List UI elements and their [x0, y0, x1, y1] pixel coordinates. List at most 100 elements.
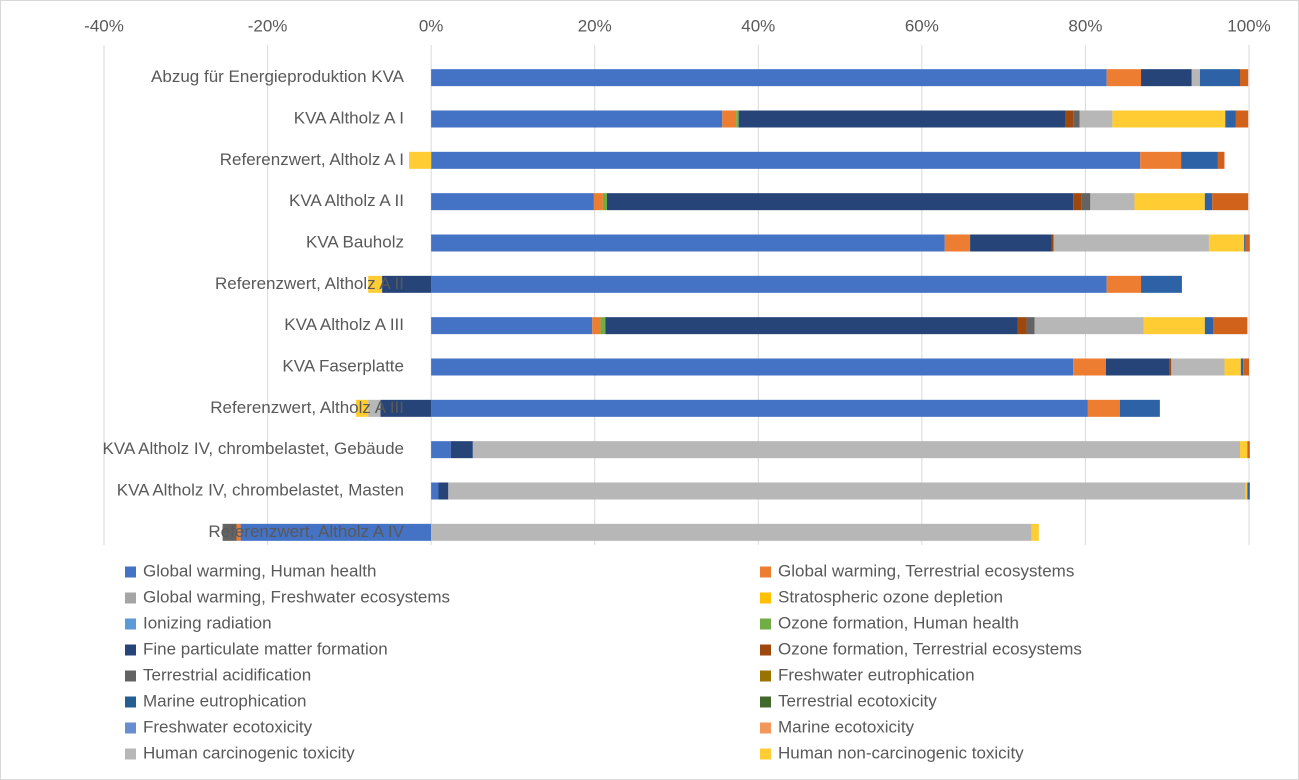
- bar-segment: [1212, 193, 1249, 211]
- bar-segment: [1119, 399, 1160, 417]
- y-tick-label: KVA Altholz IV, chrombelastet, Gebäude: [103, 439, 404, 458]
- x-tick-label: 40%: [741, 16, 775, 35]
- bar-segment: [1217, 151, 1225, 169]
- bar-segment: [431, 234, 945, 252]
- bar-segment: [1081, 193, 1091, 211]
- legend-label: Terrestrial acidification: [143, 665, 311, 684]
- bar-segment: [1141, 275, 1182, 293]
- bar-segment: [1106, 69, 1142, 87]
- bar-segment: [1053, 234, 1209, 252]
- legend-label: Freshwater eutrophication: [778, 665, 975, 684]
- bar-segment: [592, 317, 601, 335]
- y-tick-label: KVA Bauholz: [306, 232, 404, 251]
- legend-swatch: [125, 670, 136, 682]
- y-tick-label: Referenzwert, Altholz A II: [215, 274, 404, 293]
- legend-label: Global warming, Terrestrial ecosystems: [778, 561, 1074, 580]
- y-tick-label: KVA Altholz A III: [284, 315, 404, 334]
- bar-segment: [1090, 193, 1135, 211]
- bar-segment: [431, 482, 439, 500]
- bar-segment: [1224, 358, 1241, 376]
- bar-segment: [1134, 193, 1205, 211]
- legend-swatch: [125, 618, 136, 630]
- bar-segment: [431, 317, 593, 335]
- bar-segment: [450, 441, 473, 459]
- bar-segment: [431, 441, 451, 459]
- bar-segment: [1065, 110, 1074, 128]
- y-tick-label: KVA Altholz A I: [294, 108, 404, 127]
- legend-label: Marine eutrophication: [143, 691, 306, 710]
- legend-label: Marine ecotoxicity: [778, 717, 915, 736]
- bar-segment: [1073, 193, 1082, 211]
- y-tick-label: Referenzwert, Altholz A I: [220, 150, 404, 169]
- bar-segment: [368, 399, 381, 417]
- bar-segment: [222, 523, 237, 541]
- legend-label: Ozone formation, Terrestrial ecosystems: [778, 639, 1082, 658]
- legend-swatch: [125, 592, 136, 604]
- bar-segment: [602, 193, 607, 211]
- y-tick-label: Abzug für Energieproduktion KVA: [151, 67, 405, 86]
- legend-swatch: [125, 644, 136, 656]
- bar-segment: [236, 523, 241, 541]
- bar-segment: [355, 399, 369, 417]
- bar-segment: [1191, 69, 1200, 87]
- legend-swatch: [760, 592, 771, 604]
- bar-segment: [1073, 110, 1080, 128]
- bar-segment: [1141, 69, 1192, 87]
- bar-segment: [1051, 234, 1054, 252]
- bar-segment: [1240, 69, 1249, 87]
- x-tick-label: 100%: [1227, 16, 1270, 35]
- legend-swatch: [760, 566, 771, 578]
- bar-segment: [431, 110, 723, 128]
- bar-segment: [600, 317, 606, 335]
- bar-segment: [1106, 275, 1142, 293]
- x-tick-label: 60%: [905, 16, 939, 35]
- legend-label: Freshwater ecotoxicity: [143, 717, 313, 736]
- legend-label: Stratospheric ozone depletion: [778, 587, 1003, 606]
- y-tick-label: KVA Faserplatte: [282, 356, 404, 375]
- bar-segment: [431, 399, 1088, 417]
- bar-segment: [1199, 69, 1241, 87]
- x-tick-label: -40%: [84, 16, 124, 35]
- legend-swatch: [760, 670, 771, 682]
- bar-segment: [380, 399, 432, 417]
- bar-segment: [1208, 234, 1245, 252]
- legend-label: Human carcinogenic toxicity: [143, 743, 355, 762]
- bar-segment: [1247, 482, 1250, 500]
- bar-segment: [409, 151, 432, 169]
- legend-swatch: [125, 696, 136, 708]
- bar-segment: [431, 523, 1032, 541]
- bar-segment: [448, 482, 1246, 500]
- legend-swatch: [760, 618, 771, 630]
- bar-segment: [431, 69, 1107, 87]
- bar-segment: [1034, 317, 1144, 335]
- legend-swatch: [760, 644, 771, 656]
- bar-segment: [1017, 317, 1027, 335]
- bar-segment: [1140, 151, 1182, 169]
- legend-label: Human non-carcinogenic toxicity: [778, 743, 1024, 762]
- bar-segment: [1105, 358, 1170, 376]
- bar-segment: [431, 193, 594, 211]
- bar-segment: [605, 317, 1018, 335]
- bar-segment: [1245, 482, 1248, 500]
- bar-segment: [438, 482, 449, 500]
- bar-segment: [1112, 110, 1226, 128]
- x-tick-label: 0%: [419, 16, 444, 35]
- legend-swatch: [125, 722, 136, 734]
- bar-segment: [1225, 110, 1236, 128]
- y-tick-label: Referenzwert, Altholz A IV: [208, 522, 404, 541]
- bar-segment: [593, 193, 603, 211]
- bar-segment: [1073, 358, 1106, 376]
- bar-segment: [1213, 317, 1248, 335]
- x-tick-label: -20%: [248, 16, 288, 35]
- legend-swatch: [760, 722, 771, 734]
- x-tick-label: 80%: [1068, 16, 1102, 35]
- legend-swatch: [760, 748, 771, 760]
- legend-swatch: [125, 566, 136, 578]
- bar-segment: [1204, 193, 1213, 211]
- bar-segment: [1171, 358, 1225, 376]
- legend-label: Ozone formation, Human health: [778, 613, 1019, 632]
- bar-segment: [738, 110, 1066, 128]
- bar-segment: [1079, 110, 1113, 128]
